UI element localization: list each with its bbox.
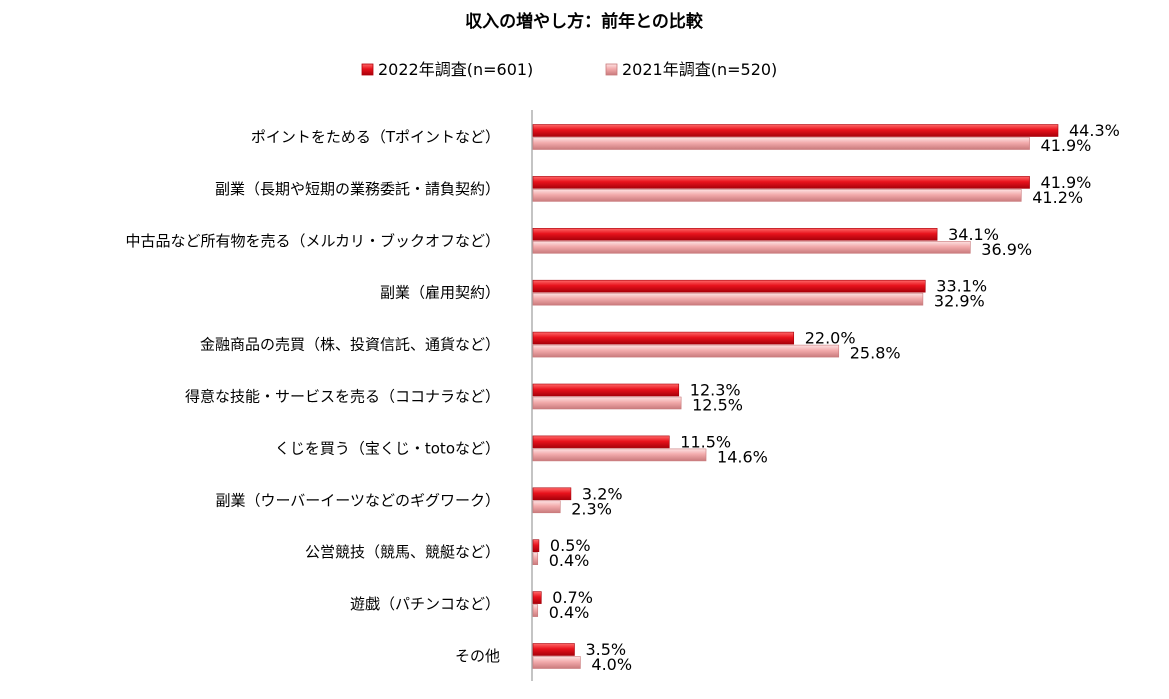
bar-2022 [532, 176, 1030, 189]
value-labels: 44.3%41.9%41.9%41.2%34.1%36.9%33.1%32.9%… [549, 121, 1120, 674]
bar-2021 [532, 241, 971, 254]
bar-2021 [532, 500, 561, 514]
bar-2021 [532, 344, 840, 358]
bar-2022 [532, 228, 938, 241]
value-label-2021: 25.8% [850, 344, 901, 363]
value-label-2021: 0.4% [549, 551, 590, 570]
bar-2021 [532, 137, 1030, 150]
legend-item-2021: 2021年調査(n=520) [605, 60, 777, 79]
value-label-2022: 3.2% [582, 484, 623, 503]
bar-2021 [532, 189, 1022, 202]
value-label-2021: 41.9% [1041, 136, 1092, 155]
category-label: 得意な技能・サービスを売る（ココナラなど） [185, 388, 500, 406]
value-label-2022: 0.7% [552, 588, 593, 607]
category-label: 公営競技（競馬、競艇など） [305, 543, 500, 561]
bar-2021 [532, 448, 707, 462]
legend-swatch-2022 [361, 63, 374, 76]
bar-2021 [532, 604, 539, 617]
bar-2022 [532, 383, 680, 397]
value-label-2022: 41.9% [1041, 173, 1092, 192]
value-label-2022: 12.3% [690, 381, 741, 400]
value-label-2022: 34.1% [948, 225, 999, 244]
category-label: 金融商品の売買（株、投資信託、通貨など） [200, 336, 500, 354]
value-label-2022: 33.1% [936, 277, 987, 296]
category-label: 遊戯（パチンコなど） [350, 595, 500, 613]
value-label-2022: 44.3% [1069, 121, 1120, 140]
legend-swatch-2021 [605, 63, 618, 76]
bar-2022 [532, 539, 540, 553]
chart-title: 収入の増やし方：前年との比較 [465, 11, 704, 32]
bar-2021 [532, 656, 581, 669]
value-label-2021: 36.9% [981, 240, 1032, 259]
legend-label-2021: 2021年調査(n=520) [622, 60, 777, 79]
value-label-2021: 12.5% [692, 396, 743, 415]
bars [532, 124, 1059, 669]
category-labels: ポイントをためる（Tポイントなど） 副業（長期や短期の業務委託・請負契約） 中古品な… [125, 128, 500, 665]
bar-2022 [532, 643, 575, 656]
bar-2022 [532, 435, 670, 449]
category-label: 副業（雇用契約） [380, 284, 500, 302]
value-label-2022: 11.5% [680, 432, 731, 451]
value-label-2022: 22.0% [805, 329, 856, 348]
category-label: その他 [455, 647, 500, 665]
category-label: ポイントをためる（Tポイントなど） [251, 128, 500, 146]
bar-2022 [532, 279, 926, 293]
bar-2021 [532, 396, 682, 410]
legend-label-2022: 2022年調査(n=601) [378, 60, 533, 79]
value-label-2021: 32.9% [934, 292, 985, 311]
value-label-2022: 0.5% [550, 536, 591, 555]
value-label-2022: 3.5% [585, 640, 626, 659]
bar-2022 [532, 331, 795, 345]
category-label: 副業（ウーバーイーツなどのギグワーク） [215, 491, 500, 509]
bar-2021 [532, 292, 924, 306]
bar-2021 [532, 552, 539, 566]
value-label-2021: 14.6% [717, 447, 768, 466]
bar-2022 [532, 124, 1059, 137]
value-label-2021: 2.3% [571, 499, 612, 518]
legend: 2022年調査(n=601) 2021年調査(n=520) [361, 60, 777, 79]
legend-item-2022: 2022年調査(n=601) [361, 60, 533, 79]
category-label: くじを買う（宝くじ・totoなど） [275, 439, 500, 457]
category-label: 中古品など所有物を売る（メルカリ・ブックオフなど） [125, 232, 500, 250]
bar-2022 [532, 487, 572, 501]
value-label-2021: 4.0% [591, 655, 632, 674]
category-label: 副業（長期や短期の業務委託・請負契約） [215, 180, 500, 198]
bar-2022 [532, 591, 542, 604]
value-label-2021: 0.4% [549, 603, 590, 622]
value-label-2021: 41.2% [1032, 188, 1083, 207]
